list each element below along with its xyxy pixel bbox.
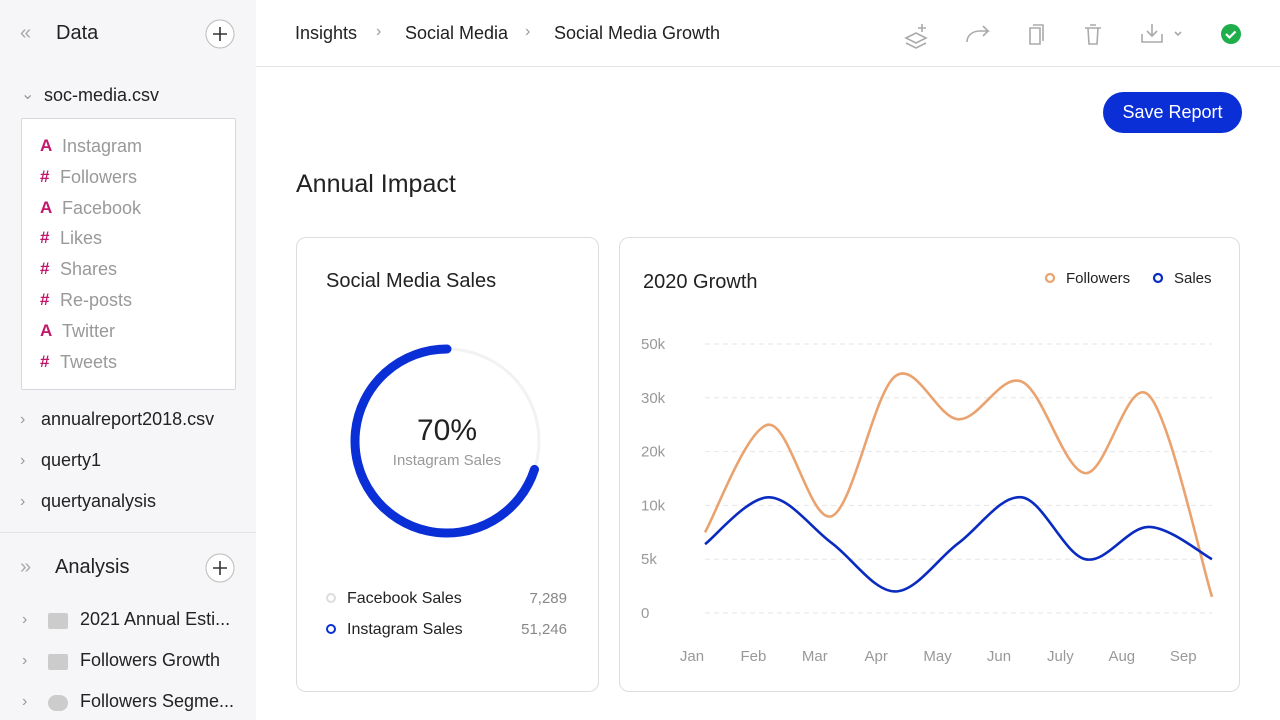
x-tick-label: Sep — [1170, 648, 1197, 665]
add-button[interactable] — [205, 19, 235, 49]
y-tick-label: 50k — [641, 336, 666, 353]
field-label[interactable]: Facebook — [62, 197, 142, 218]
expand-icon[interactable]: › — [20, 493, 26, 510]
chart-title: 2020 Growth — [643, 271, 758, 293]
expand-icon[interactable]: › — [22, 611, 28, 628]
data-title: Data — [56, 22, 99, 44]
legend-marker — [326, 624, 336, 634]
x-tick-label: Jan — [680, 648, 704, 665]
file-name[interactable]: quertyanalysis — [41, 491, 157, 511]
header-divider — [256, 66, 1280, 67]
breadcrumb[interactable]: Social Media Growth — [554, 23, 721, 43]
x-tick-label: July — [1047, 648, 1074, 665]
breadcrumb[interactable]: Insights — [295, 23, 358, 43]
y-tick-label: 5k — [641, 551, 657, 568]
breadcrumb-separator: › — [525, 23, 531, 40]
analysis-name[interactable]: Followers Growth — [80, 650, 221, 670]
line-series — [704, 496, 1213, 593]
field-icon: A — [40, 197, 53, 217]
line-series — [703, 372, 1214, 598]
delete-icon[interactable] — [1085, 24, 1101, 45]
expand-icon[interactable]: › — [22, 652, 28, 669]
add-button[interactable] — [205, 553, 235, 583]
expand-icon[interactable]: ⌄ — [21, 86, 35, 103]
sidebar: « Data ⌄ soc-media.csv » Analysis — [0, 0, 256, 720]
file-name[interactable]: soc-media.csv — [44, 85, 160, 105]
donut-value: 70% — [417, 414, 477, 447]
field-label[interactable]: Twitter — [62, 320, 116, 341]
field-label[interactable]: Re-posts — [60, 290, 133, 310]
field-icon: # — [40, 166, 50, 186]
expand-icon[interactable]: › — [20, 411, 26, 428]
analysis-icon — [48, 695, 68, 711]
breadcrumb[interactable]: Social Media — [405, 23, 509, 43]
x-tick-label: Feb — [740, 648, 766, 665]
status-icon — [1221, 24, 1241, 44]
legend-label: Instagram Sales — [347, 621, 463, 638]
y-tick-label: 10k — [641, 497, 666, 514]
y-tick-label: 30k — [641, 390, 666, 407]
y-tick-label: 0 — [641, 605, 649, 622]
field-icon: # — [40, 228, 50, 248]
analysis-title: Analysis — [55, 556, 130, 578]
expand-icon[interactable]: » — [20, 556, 32, 578]
donut-arc — [350, 344, 539, 538]
toolbar — [904, 24, 1241, 49]
legend-label: Facebook Sales — [347, 590, 462, 607]
analysis-icon — [48, 613, 68, 629]
x-tick-label: Mar — [802, 648, 828, 665]
chart-title: Social Media Sales — [326, 270, 496, 292]
field-list — [21, 118, 236, 390]
field-label[interactable]: Tweets — [60, 351, 118, 372]
collapse-icon[interactable]: « — [20, 22, 32, 44]
line-card — [619, 237, 1240, 692]
field-icon: # — [40, 290, 50, 309]
field-label[interactable]: Likes — [60, 228, 103, 249]
divider — [0, 532, 256, 533]
field-icon: A — [40, 136, 53, 155]
layers-icon[interactable] — [904, 24, 928, 49]
breadcrumb-separator: › — [376, 23, 382, 40]
legend-label: Followers — [1066, 270, 1130, 287]
y-tick-label: 20k — [641, 444, 666, 461]
legend-value: 7,289 — [529, 590, 567, 607]
section-title: Annual Impact — [296, 170, 456, 198]
x-tick-label: Apr — [865, 648, 888, 665]
field-label[interactable]: Followers — [60, 166, 138, 187]
field-icon: A — [40, 320, 53, 340]
field-icon: # — [40, 351, 50, 371]
legend-marker — [326, 593, 336, 603]
expand-icon[interactable]: › — [20, 452, 26, 469]
save-button[interactable]: Save Report — [1103, 92, 1242, 133]
legend-marker — [1044, 272, 1056, 284]
x-tick-label: Aug — [1108, 648, 1135, 665]
x-tick-label: May — [923, 648, 952, 665]
analysis-name[interactable]: Followers Segme... — [80, 691, 235, 711]
x-tick-label: Jun — [987, 648, 1011, 665]
field-icon: # — [40, 259, 50, 279]
copy-icon[interactable] — [1029, 24, 1044, 45]
analysis-name[interactable]: 2021 Annual Esti... — [80, 609, 231, 629]
file-name[interactable]: annualreport2018.csv — [41, 409, 215, 429]
file-name[interactable]: querty1 — [41, 450, 102, 470]
field-label[interactable]: Instagram — [62, 136, 143, 156]
donut-card — [296, 237, 599, 692]
field-label[interactable]: Shares — [60, 259, 118, 280]
share-icon[interactable] — [966, 25, 990, 43]
legend-marker — [1152, 272, 1164, 284]
download-icon[interactable] — [1141, 24, 1182, 43]
donut-label: Instagram Sales — [393, 452, 501, 469]
expand-icon[interactable]: › — [22, 693, 28, 710]
legend-label: Sales — [1174, 270, 1212, 287]
legend-value: 51,246 — [521, 621, 567, 638]
analysis-icon — [48, 654, 68, 670]
